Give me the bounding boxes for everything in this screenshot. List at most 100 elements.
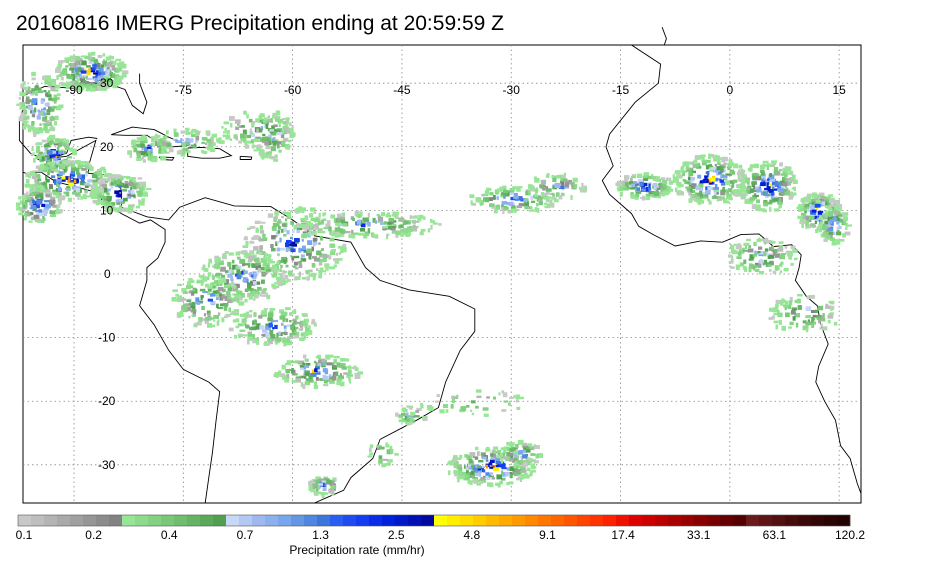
precip-cell (378, 459, 383, 464)
precip-cell (34, 173, 37, 178)
precip-cell (50, 87, 56, 91)
precip-cell (81, 60, 87, 66)
precip-cell (282, 121, 287, 124)
precip-cell (522, 454, 528, 459)
precip-cell (273, 373, 279, 377)
precip-cell (62, 68, 68, 72)
precip-cell (39, 166, 44, 171)
precip-cell (531, 200, 536, 203)
precip-cell (277, 115, 281, 120)
precip-cell (472, 455, 475, 458)
precip-cell (76, 72, 80, 76)
precip-cell (291, 373, 298, 376)
precip-cell (57, 63, 63, 68)
precip-cell (217, 307, 224, 310)
precip-cell (43, 90, 47, 93)
precip-cell (185, 137, 189, 141)
colorbar-tick-label: 2.5 (387, 528, 405, 542)
precip-cell (475, 389, 482, 393)
precip-cell (234, 285, 240, 288)
precip-cell (103, 59, 106, 62)
colorbar-swatch (96, 515, 110, 526)
precip-cell (192, 290, 198, 294)
precip-cell (757, 251, 761, 254)
precip-cell (825, 201, 831, 206)
precip-cell (278, 149, 282, 153)
precip-cell (816, 317, 822, 320)
precip-cell (283, 325, 287, 329)
precip-cell (706, 159, 711, 163)
precip-cell (768, 189, 774, 194)
precip-cell (50, 106, 55, 112)
precip-cell (23, 116, 28, 121)
precip-cell (124, 183, 130, 186)
precip-cell (311, 321, 317, 325)
precip-cell (400, 228, 405, 233)
precip-cell (777, 188, 784, 192)
precip-cell (281, 277, 286, 281)
precip-cell (38, 209, 42, 213)
precip-cell (300, 254, 305, 258)
precip-cell (114, 75, 119, 80)
precip-cell (71, 56, 75, 60)
precip-cell (207, 262, 210, 268)
precip-cell (819, 327, 825, 330)
precip-cell (259, 245, 263, 250)
precip-cell (77, 174, 82, 179)
precip-cell (296, 229, 300, 234)
precip-cell (843, 216, 848, 221)
precip-cell (489, 192, 494, 196)
precip-cell (137, 177, 143, 180)
precip-cell (717, 169, 722, 173)
precip-cell (317, 362, 321, 366)
precip-cell (486, 446, 490, 451)
precip-cell (454, 458, 458, 464)
precip-cell (459, 454, 463, 459)
precip-cell (256, 120, 260, 123)
precip-cell (490, 454, 494, 457)
precip-cell (231, 300, 235, 303)
precip-cell (58, 104, 64, 109)
precip-cell (663, 185, 666, 188)
precip-cell (430, 218, 433, 223)
precip-cell (496, 474, 503, 480)
colorbar-swatch (590, 515, 604, 526)
precip-cell (303, 250, 309, 253)
precip-cell (487, 472, 494, 476)
precip-cell (255, 229, 259, 233)
precip-cell (832, 237, 835, 243)
precip-cell (731, 255, 734, 259)
precip-cell (275, 285, 280, 289)
precip-cell (501, 206, 504, 211)
precip-cell (79, 85, 82, 89)
precip-cell (412, 226, 418, 232)
precip-cell (84, 183, 89, 188)
precip-cell (378, 455, 383, 460)
precip-cell (367, 212, 370, 218)
precip-cell (760, 169, 764, 173)
lat-tick-label: 10 (100, 203, 114, 217)
precip-cell (95, 71, 101, 76)
precip-cell (41, 154, 47, 157)
precip-cell (47, 161, 53, 164)
precip-cell (232, 287, 239, 292)
precip-cell (701, 159, 707, 162)
precip-cell (338, 375, 344, 380)
precip-cell (280, 311, 287, 317)
precip-cell (261, 136, 266, 142)
precip-cell (248, 118, 253, 123)
colorbar-swatch (707, 515, 721, 526)
precip-cell (510, 448, 516, 451)
precip-cell (276, 260, 280, 265)
precip-cell (93, 72, 98, 75)
precip-cell (513, 395, 516, 399)
precip-cell (748, 167, 753, 172)
precip-cell (61, 160, 67, 164)
precip-cell (49, 139, 54, 142)
precip-cell (154, 141, 157, 146)
precip-cell (301, 233, 307, 239)
precip-cell (45, 121, 50, 125)
precip-cell (277, 144, 280, 149)
precip-cell (296, 331, 300, 337)
